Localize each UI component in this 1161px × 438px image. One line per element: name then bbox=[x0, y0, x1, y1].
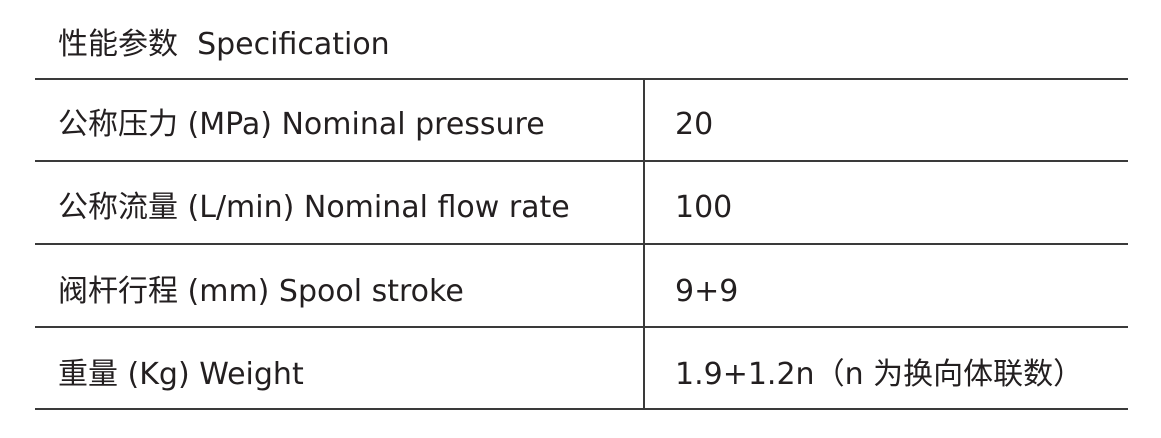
spec-value: 9+9 bbox=[675, 274, 739, 309]
rule bbox=[35, 78, 1128, 80]
rule bbox=[35, 408, 1128, 410]
rule bbox=[35, 243, 1128, 245]
spec-value: 20 bbox=[675, 107, 714, 142]
title: 性能参数 Specification bbox=[58, 27, 390, 62]
spec-value: 100 bbox=[675, 190, 733, 225]
spec-value: 1.9+1.2n（n 为换向体联数） bbox=[675, 357, 1084, 392]
rule bbox=[35, 160, 1128, 162]
spec-label: 重量 (Kg) Weight bbox=[58, 357, 304, 392]
rule bbox=[35, 326, 1128, 328]
spec-label: 公称压力 (MPa) Nominal pressure bbox=[58, 107, 545, 142]
column-divider bbox=[643, 78, 645, 409]
spec-label: 阀杆行程 (mm) Spool stroke bbox=[58, 274, 464, 309]
spec-label: 公称流量 (L/min) Nominal flow rate bbox=[58, 190, 570, 225]
